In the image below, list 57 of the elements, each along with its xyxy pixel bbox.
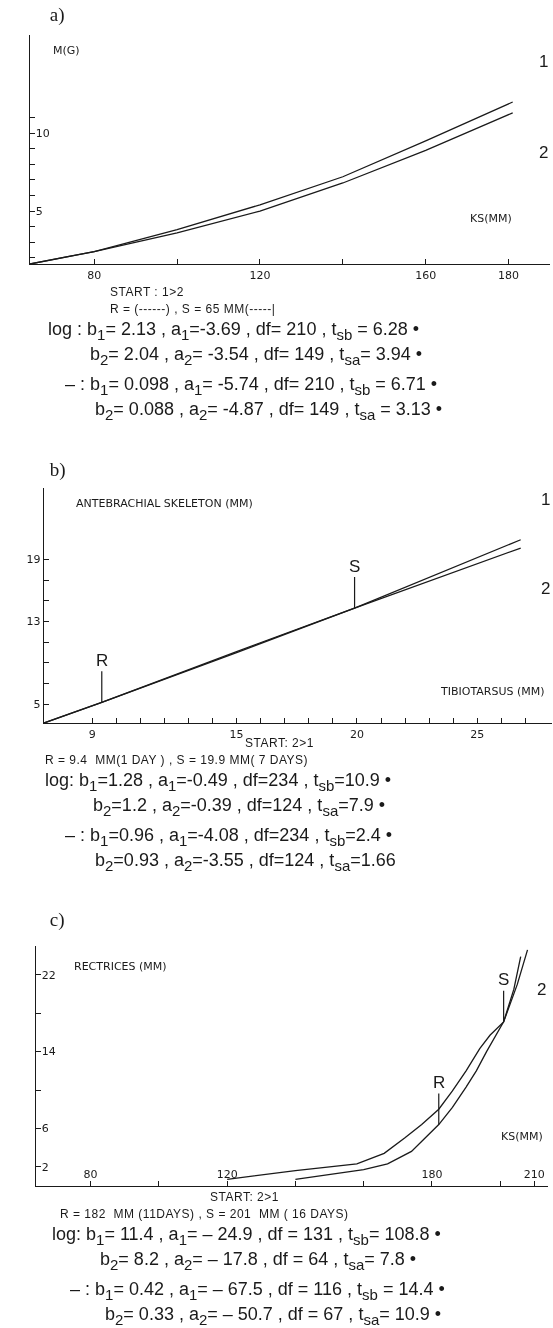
text: – : b$_{1}$= 0.098 , a$_{1}$= -5.74 , df= 210 , t$_{sb}$ = 6.71 •	[65, 374, 438, 398]
x-tick-label: 15	[229, 727, 244, 741]
text: b$_{2}$= 2.04 , a$_{2}$= -3.54 , df= 149 , t$_{sa}$= 3.94 •	[90, 344, 423, 368]
y-tick-label: 13	[26, 615, 41, 629]
text: log: b$_{1}$=1.28 , a$_{1}$=-0.49 , df=234 , t$_{sb}$=10.9 •	[45, 770, 392, 794]
chart-title: a)	[49, 4, 65, 27]
series-label: 2	[537, 980, 547, 999]
text: – : b$_{1}$=0.96 , a$_{1}$=-4.08 , df=234 , t$_{sb}$=2.4 •	[65, 825, 393, 849]
text: R = 9.4 MM(1 DAY ) , S = 19.9 MM( 7 DAYS)	[45, 753, 309, 767]
text: – : b$_{1}$= 0.42 , a$_{1}$= – 67.5 , df = 116 , t$_{sb}$ = 14.4 •	[70, 1279, 445, 1303]
text: b$_{2}$= 0.33 , a$_{2}$= – 50.7 , df = 67 , t$_{sa}$= 10.9 •	[105, 1304, 442, 1328]
y-tick-label: 5	[33, 698, 41, 712]
x-axis-title: KS(MM)	[470, 212, 512, 225]
annotation: S	[349, 557, 361, 576]
x-tick-label: 9	[88, 727, 96, 741]
chart-title: c)	[49, 909, 65, 932]
text: log : b$_{1}$= 2.13 , a$_{1}$=-3.69 , df= 210 , t$_{sb}$ = 6.28 •	[48, 319, 420, 343]
y-tick-label: 14	[41, 1045, 56, 1059]
y-axis-title: ANTEBRACHIAL SKELETON (MM)	[76, 497, 253, 510]
x-tick-label: 180	[421, 1168, 443, 1181]
annotation: S	[498, 970, 510, 989]
text: 1	[541, 490, 551, 509]
x-tick-label: 160	[415, 268, 437, 282]
y-tick-label: 10	[35, 126, 50, 140]
annotation: R	[96, 651, 109, 670]
x-tick-label: 25	[470, 727, 485, 741]
x-axis-title: KS(MM)	[501, 1130, 543, 1143]
chart-title: b)	[49, 459, 66, 482]
y-axis-title: RECTRICES (MM)	[74, 960, 167, 973]
y-tick-label: 19	[26, 553, 41, 567]
x-tick-label: 20	[349, 727, 364, 741]
annotation: R	[433, 1073, 446, 1092]
text: 1	[539, 52, 549, 71]
y-tick-label: 6	[41, 1122, 49, 1136]
x-tick-label: 80	[87, 268, 102, 282]
text: log: b$_{1}$= 11.4 , a$_{1}$= – 24.9 , df = 131 , t$_{sb}$= 108.8 •	[52, 1224, 441, 1248]
text: R = (------) , S = 65 MM(-----|	[110, 302, 276, 316]
text: b$_{2}$=1.2 , a$_{2}$=-0.39 , df=124 , t$_{sa}$=7.9 •	[93, 795, 386, 819]
text: b$_{2}$=0.93 , a$_{2}$=-3.55 , df=124 , t$_{sa}$=1.66	[95, 850, 396, 874]
text: START : 1>2	[110, 285, 184, 299]
x-tick-label: 210	[523, 1168, 545, 1181]
x-tick-label: 120	[216, 1168, 238, 1181]
x-axis-title: TIBIOTARSUS (MM)	[440, 685, 545, 698]
y-axis-title: M(G)	[53, 44, 80, 57]
text: 2	[539, 143, 549, 162]
y-tick-label: 2	[41, 1160, 49, 1174]
text: b$_{2}$= 0.088 , a$_{2}$= -4.87 , df= 149 , t$_{sa}$ = 3.13 •	[95, 399, 443, 423]
text: 2	[541, 579, 551, 598]
y-tick-label: 22	[41, 968, 56, 982]
text: START: 2>1	[210, 1190, 279, 1204]
x-tick-label: 120	[249, 268, 271, 282]
x-tick-label: 80	[83, 1168, 98, 1181]
text: START: 2>1	[245, 736, 314, 750]
text: R = 182 MM (11DAYS) , S = 201 MM ( 16 DAYS)	[60, 1207, 349, 1221]
x-tick-label: 180	[498, 268, 520, 282]
y-tick-label: 5	[35, 204, 43, 218]
text: b$_{2}$= 8.2 , a$_{2}$= – 17.8 , df = 64 , t$_{sa}$= 7.8 •	[100, 1249, 417, 1273]
